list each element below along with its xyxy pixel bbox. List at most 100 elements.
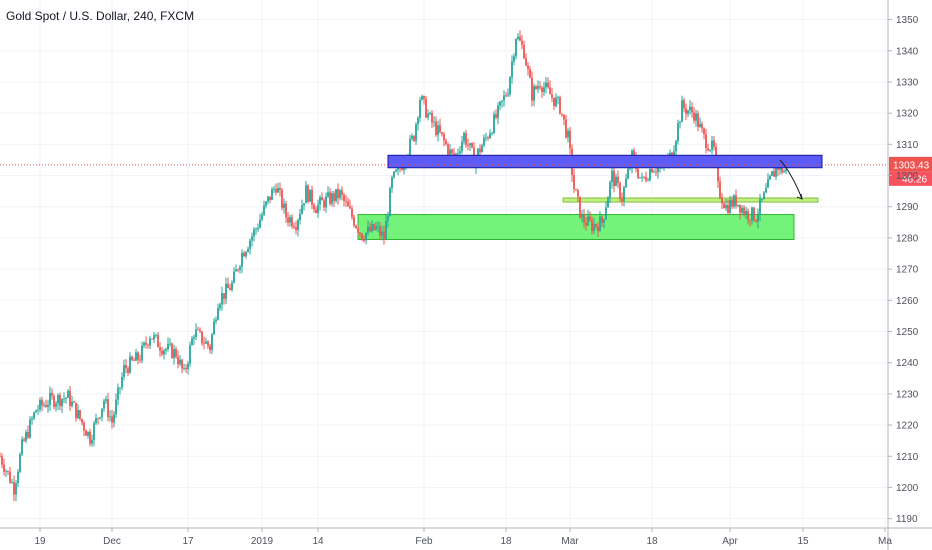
y-tick-label: 1350: [896, 15, 919, 26]
candle-body: [609, 182, 611, 198]
candle-body: [371, 223, 373, 232]
candle-body: [525, 58, 527, 66]
chart-title: Gold Spot / U.S. Dollar, 240, FXCM: [6, 9, 194, 23]
candle-body: [167, 343, 169, 350]
candle-body: [219, 304, 221, 309]
candle-body: [693, 112, 695, 121]
candle-body: [417, 117, 419, 125]
candle-body: [323, 200, 325, 208]
candle-body: [293, 226, 295, 228]
candle-body: [765, 187, 767, 193]
candle-body: [193, 337, 195, 339]
projection-arrow[interactable]: [779, 159, 803, 200]
candle-body: [29, 419, 31, 438]
resistance-zone[interactable]: [387, 154, 823, 169]
candle-body: [785, 169, 787, 172]
candle-body: [577, 190, 579, 197]
candle-body: [389, 188, 391, 217]
candle-body: [649, 168, 651, 180]
candle-body: [569, 130, 571, 149]
candle-body: [517, 36, 519, 40]
candle-body: [375, 226, 377, 230]
candle-body: [369, 226, 371, 232]
candle-body: [595, 224, 597, 227]
candle-body: [365, 232, 367, 241]
candle-body: [611, 170, 613, 183]
candle-body: [769, 175, 771, 180]
candle-body: [501, 100, 503, 102]
candle-body: [75, 402, 77, 419]
candle-body: [231, 282, 233, 290]
candle-body: [0, 456, 1, 458]
candle-body: [559, 97, 561, 114]
support-zone-thin[interactable]: [562, 197, 819, 203]
candle-body: [471, 143, 473, 148]
candle-body: [221, 293, 223, 305]
candles: [0, 30, 787, 502]
candle-body: [641, 176, 643, 178]
candle-body: [99, 417, 101, 419]
candle-body: [61, 398, 63, 407]
candle-body: [55, 403, 57, 407]
candle-body: [43, 404, 45, 406]
candle-body: [437, 125, 439, 136]
candle-body: [209, 345, 211, 351]
candle-body: [759, 199, 761, 215]
candle-body: [155, 334, 157, 336]
candle-body: [701, 123, 703, 129]
candle-body: [179, 359, 181, 365]
candle-body: [113, 414, 115, 423]
candle-body: [599, 216, 601, 232]
candle-body: [185, 367, 187, 369]
x-tick-label: 15: [797, 536, 809, 547]
candle-body: [637, 168, 639, 178]
candle-body: [115, 399, 117, 415]
candle-body: [415, 124, 417, 141]
y-tick-label: 1230: [896, 389, 919, 400]
candle-body: [145, 342, 147, 345]
candle-body: [367, 226, 369, 233]
zones-layer: [357, 197, 819, 240]
candle-body: [37, 409, 39, 411]
candle-body: [539, 86, 541, 88]
x-tick-label: 17: [182, 536, 194, 547]
candle-body: [35, 410, 37, 413]
candle-body: [143, 342, 145, 346]
candle-body: [449, 149, 451, 155]
candle-body: [603, 219, 605, 223]
support-zone-large[interactable]: [357, 214, 795, 240]
x-tick-label: Feb: [415, 536, 433, 547]
candle-body: [457, 153, 459, 155]
candle-body: [461, 141, 463, 152]
candle-body: [275, 188, 277, 193]
candle-body: [23, 439, 25, 441]
candle-body: [41, 399, 43, 406]
candle-body: [557, 97, 559, 99]
candle-body: [349, 206, 351, 209]
candle-body: [703, 128, 705, 135]
candle-body: [551, 94, 553, 98]
x-tick-label: 18: [500, 536, 512, 547]
candle-body: [775, 168, 777, 177]
candle-body: [121, 376, 123, 388]
candle-body: [189, 345, 191, 364]
candle-body: [699, 123, 701, 128]
candle-body: [379, 226, 381, 236]
candle-body: [495, 114, 497, 118]
candle-body: [227, 283, 229, 289]
candle-body: [241, 253, 243, 267]
candle-body: [627, 168, 629, 179]
candle-body: [719, 181, 721, 198]
candle-body: [153, 335, 155, 340]
candle-body: [535, 86, 537, 89]
y-tick-label: 1300: [896, 171, 919, 182]
candle-body: [519, 36, 521, 41]
candle-body: [513, 56, 515, 62]
candle-body: [553, 97, 555, 107]
candle-body: [587, 216, 589, 226]
candle-body: [77, 410, 79, 419]
candle-body: [357, 227, 359, 233]
candle-body: [257, 227, 259, 230]
candle-body: [543, 87, 545, 92]
